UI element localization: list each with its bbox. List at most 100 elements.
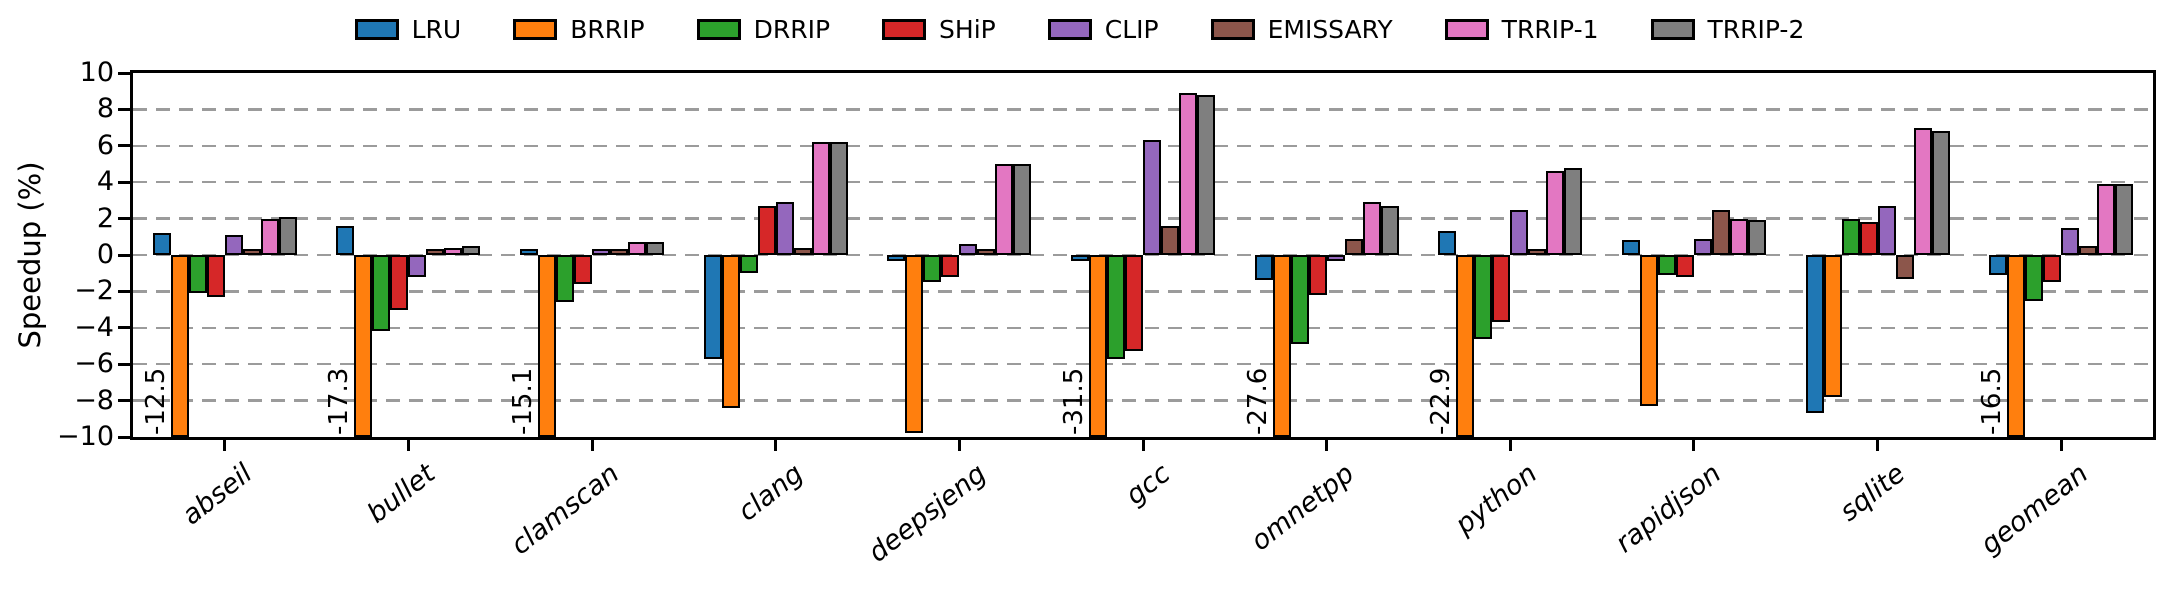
legend-swatch-trrip-2-icon bbox=[1650, 18, 1695, 40]
bar-gcc-drrip bbox=[1107, 255, 1125, 359]
bar-omnetpp-lru bbox=[1254, 255, 1273, 281]
bar-geomean-clip bbox=[2061, 227, 2080, 255]
y-tick--6 bbox=[118, 362, 130, 366]
bar-abseil-emissary bbox=[242, 249, 261, 255]
bar-clang-drrip bbox=[739, 255, 758, 274]
x-tick-label-rapidjson: rapidjson bbox=[1609, 458, 1727, 560]
bar-abseil-clip bbox=[224, 234, 243, 255]
bar-sqlite-trrip-2 bbox=[1931, 131, 1950, 255]
x-tick-label-clamscan: clamscan bbox=[505, 458, 626, 562]
x-tick-bullet bbox=[406, 440, 410, 451]
bar-clamscan-drrip bbox=[556, 255, 575, 303]
bar-sqlite-emissary bbox=[1895, 255, 1914, 279]
y-tick-10 bbox=[118, 71, 130, 75]
bar-geomean-emissary bbox=[2079, 245, 2098, 255]
legend-label-drrip: DRRIP bbox=[753, 14, 831, 44]
legend-swatch-brrip-icon bbox=[513, 18, 558, 40]
bar-bullet-trrip-1 bbox=[444, 247, 463, 255]
y-tick--10 bbox=[118, 435, 130, 439]
y-tick-0 bbox=[118, 253, 130, 257]
bar-abseil-drrip bbox=[188, 255, 207, 294]
chart-legend: LRU BRRIP DRRIP SHiP CLIP EMISSARY TRRIP-1 TRRI… bbox=[0, 6, 2159, 52]
bar-rapidjson-clip bbox=[1693, 238, 1712, 255]
bar-deepsjeng-brrip bbox=[905, 255, 924, 434]
bar-clang-lru bbox=[703, 255, 722, 359]
bar-bullet-lru bbox=[336, 225, 355, 255]
y-tick-label--2: −2 bbox=[74, 275, 114, 307]
bar-deepsjeng-trrip-1 bbox=[995, 164, 1014, 255]
bar-clamscan-trrip-2 bbox=[646, 242, 665, 255]
bar-gcc-emissary bbox=[1161, 225, 1179, 255]
bar-clamscan-brrip bbox=[538, 255, 557, 437]
legend-swatch-clip-icon bbox=[1047, 18, 1092, 40]
legend-swatch-emissary-icon bbox=[1210, 18, 1255, 40]
bar-clamscan-clip bbox=[592, 249, 611, 255]
bar-sqlite-drrip bbox=[1841, 218, 1860, 255]
bar-deepsjeng-lru bbox=[887, 255, 906, 261]
legend-swatch-trrip-1-icon bbox=[1444, 18, 1489, 40]
bar-clang-trrip-1 bbox=[811, 142, 830, 255]
legend-item-drrip: DRRIP bbox=[696, 14, 831, 44]
bar-bullet-drrip bbox=[372, 255, 391, 332]
legend-swatch-lru-icon bbox=[354, 18, 399, 40]
gridline-y8 bbox=[133, 108, 2153, 111]
x-tick-sqlite bbox=[1876, 440, 1880, 451]
gridline-y-2 bbox=[133, 290, 2153, 293]
y-tick--8 bbox=[118, 399, 130, 403]
bar-bullet-clip bbox=[408, 255, 427, 277]
y-tick-label-6: 6 bbox=[96, 129, 114, 161]
gridline-y-6 bbox=[133, 363, 2153, 366]
legend-label-clip: CLIP bbox=[1104, 14, 1159, 44]
legend-label-trrip-2: TRRIP-2 bbox=[1707, 14, 1805, 44]
y-tick-6 bbox=[118, 144, 130, 148]
clipped-value-label-omnetpp: -27.6 bbox=[1242, 367, 1273, 435]
legend-item-lru: LRU bbox=[354, 17, 461, 42]
bar-rapidjson-emissary bbox=[1711, 209, 1730, 255]
clipped-value-label-bullet: -17.3 bbox=[324, 367, 355, 435]
x-tick-label-sqlite: sqlite bbox=[1833, 458, 1911, 528]
bar-deepsjeng-trrip-2 bbox=[1013, 164, 1032, 255]
legend-swatch-drrip-icon bbox=[696, 18, 741, 40]
bar-omnetpp-ship bbox=[1308, 255, 1327, 296]
bar-geomean-ship bbox=[2043, 255, 2062, 283]
y-tick-2 bbox=[118, 217, 130, 221]
bar-rapidjson-brrip bbox=[1639, 255, 1658, 407]
bar-rapidjson-drrip bbox=[1657, 255, 1676, 276]
bar-sqlite-clip bbox=[1877, 205, 1896, 255]
x-tick-label-deepsjeng: deepsjeng bbox=[863, 458, 993, 569]
y-tick-label--4: −4 bbox=[74, 311, 114, 343]
bar-abseil-ship bbox=[206, 255, 225, 297]
bar-geomean-lru bbox=[1989, 255, 2008, 276]
x-tick-label-clang: clang bbox=[732, 458, 809, 528]
x-tick-clamscan bbox=[590, 440, 594, 451]
legend-item-trrip-2: TRRIP-2 bbox=[1650, 14, 1805, 44]
x-tick-geomean bbox=[2059, 440, 2063, 451]
bar-clang-emissary bbox=[793, 247, 812, 255]
bar-gcc-lru bbox=[1071, 255, 1089, 261]
bar-python-brrip bbox=[1456, 255, 1475, 437]
bar-deepsjeng-emissary bbox=[977, 249, 996, 255]
bar-rapidjson-trrip-1 bbox=[1729, 218, 1748, 255]
x-tick-gcc bbox=[1141, 440, 1145, 451]
x-tick-deepsjeng bbox=[957, 440, 961, 451]
y-tick-label-0: 0 bbox=[96, 239, 114, 270]
y-tick-label--6: −6 bbox=[74, 348, 114, 380]
bar-clamscan-ship bbox=[574, 255, 593, 285]
y-tick--2 bbox=[118, 289, 130, 293]
y-tick-8 bbox=[118, 107, 130, 111]
y-tick-4 bbox=[118, 180, 130, 184]
bar-geomean-drrip bbox=[2025, 255, 2044, 301]
bar-clang-ship bbox=[757, 205, 776, 255]
bar-omnetpp-trrip-2 bbox=[1380, 205, 1399, 255]
bar-abseil-lru bbox=[152, 233, 171, 255]
bar-rapidjson-ship bbox=[1675, 255, 1694, 277]
legend-item-trrip-1: TRRIP-1 bbox=[1444, 17, 1599, 42]
bar-bullet-ship bbox=[390, 255, 409, 310]
bar-omnetpp-clip bbox=[1326, 255, 1345, 261]
bar-geomean-brrip bbox=[2007, 255, 2026, 437]
bar-rapidjson-trrip-2 bbox=[1747, 220, 1766, 255]
bar-clamscan-emissary bbox=[610, 249, 629, 255]
y-tick-label--8: −8 bbox=[74, 384, 114, 416]
bar-gcc-trrip-2 bbox=[1197, 94, 1215, 255]
legend-item-clip: CLIP bbox=[1047, 14, 1159, 44]
